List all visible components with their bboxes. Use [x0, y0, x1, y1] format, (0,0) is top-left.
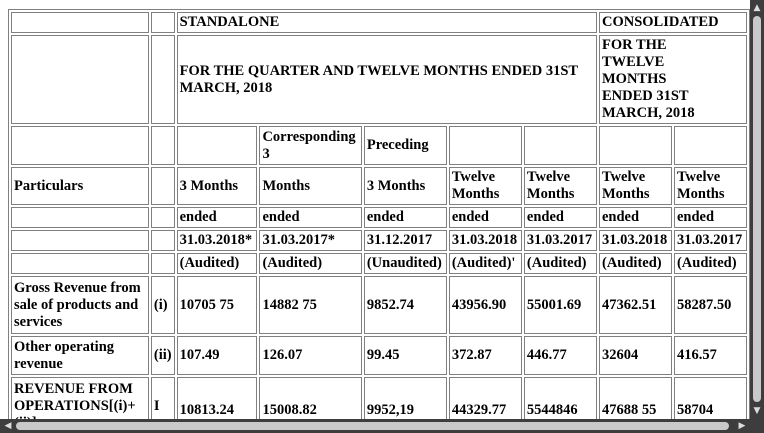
audit-status-cell: (Audited) — [523, 253, 597, 274]
table-cell-empty — [11, 12, 149, 33]
header-cell: Twelve Months — [523, 167, 597, 205]
date-cell: 31.03.2018 — [448, 230, 522, 251]
table-cell-empty — [150, 35, 175, 124]
value-cell: 99.45 — [363, 336, 447, 375]
header-cell — [176, 126, 258, 165]
particulars-header: Particulars — [11, 167, 149, 205]
value-cell: 9852.74 — [363, 276, 447, 334]
date-cell: 31.12.2017 — [363, 230, 447, 251]
table-row: Other operating revenue (ii) 107.49 126.… — [11, 336, 747, 375]
row-label: REVENUE FROM OPERATIONS[(i)+(ii)] — [11, 377, 149, 419]
scroll-down-arrow-icon[interactable]: ▼ — [753, 406, 761, 416]
consolidated-period-text: FOR THE TWELVE MONTHS ENDED 31ST MARCH, … — [601, 37, 695, 121]
header-cell: ended — [523, 207, 597, 228]
consolidated-period-header: FOR THE TWELVE MONTHS ENDED 31ST MARCH, … — [598, 35, 747, 124]
header-cell: Twelve Months — [448, 167, 522, 205]
header-cell: ended — [259, 207, 362, 228]
header-cell: ended — [598, 207, 672, 228]
document-viewport: STANDALONE CONSOLIDATED FOR THE QUARTER … — [8, 9, 750, 419]
row-label: Gross Revenue from sale of products and … — [11, 276, 149, 334]
header-cell — [598, 126, 672, 165]
header-cell: Corresponding 3 — [259, 126, 362, 165]
scroll-up-arrow-icon[interactable]: ▲ — [753, 3, 761, 13]
row-number: (i) — [150, 276, 175, 334]
value-cell: 47688 55 — [598, 377, 672, 419]
table-cell-empty — [150, 230, 175, 251]
financial-results-table: STANDALONE CONSOLIDATED FOR THE QUARTER … — [8, 9, 750, 419]
standalone-period-header: FOR THE QUARTER AND TWELVE MONTHS ENDED … — [176, 35, 597, 124]
vertical-scroll-thumb[interactable] — [753, 16, 761, 402]
header-cell — [673, 126, 747, 165]
value-cell: 107.49 — [176, 336, 258, 375]
table-cell-empty — [150, 12, 175, 33]
table-cell-empty — [11, 253, 149, 274]
row-number: (ii) — [150, 336, 175, 375]
date-cell: 31.03.2017 — [523, 230, 597, 251]
value-cell: 372.87 — [448, 336, 522, 375]
audit-status-cell: (Audited) — [673, 253, 747, 274]
value-cell: 43956.90 — [448, 276, 522, 334]
value-cell: 14882 75 — [259, 276, 362, 334]
header-cell — [523, 126, 597, 165]
header-cell: ended — [673, 207, 747, 228]
audit-status-cell: (Audited) — [176, 253, 258, 274]
table-cell-empty — [11, 230, 149, 251]
table-cell-empty — [150, 253, 175, 274]
row-label: Other operating revenue — [11, 336, 149, 375]
value-cell: 416.57 — [673, 336, 747, 375]
table-cell-empty — [11, 126, 149, 165]
audit-status-cell: (Audited) — [259, 253, 362, 274]
value-cell: 9952,19 — [363, 377, 447, 419]
value-cell: 58287.50 — [673, 276, 747, 334]
value-cell: 55001.69 — [523, 276, 597, 334]
value-cell: 10813.24 — [176, 377, 258, 419]
value-cell: 446.77 — [523, 336, 597, 375]
audit-status-cell: (Audited) — [598, 253, 672, 274]
horizontal-scroll-thumb[interactable] — [16, 422, 729, 430]
header-cell: 3 Months — [363, 167, 447, 205]
horizontal-scrollbar[interactable]: ◀ ▶ — [0, 419, 750, 433]
table-cell-empty — [11, 207, 149, 228]
value-cell: 126.07 — [259, 336, 362, 375]
scroll-left-arrow-icon[interactable]: ◀ — [4, 421, 12, 431]
value-cell: 5544846 — [523, 377, 597, 419]
date-cell: 31.03.2018* — [176, 230, 258, 251]
consolidated-header: CONSOLIDATED — [598, 12, 747, 33]
table-cell-empty — [150, 167, 175, 205]
header-cell: ended — [363, 207, 447, 228]
scroll-right-arrow-icon[interactable]: ▶ — [738, 421, 746, 431]
header-cell: 3 Months — [176, 167, 258, 205]
table-cell-empty — [11, 35, 149, 124]
header-cell: Twelve Months — [673, 167, 747, 205]
scrollbar-corner — [750, 419, 764, 433]
table-row: Gross Revenue from sale of products and … — [11, 276, 747, 334]
date-cell: 31.03.2017* — [259, 230, 362, 251]
value-cell: 10705 75 — [176, 276, 258, 334]
standalone-header: STANDALONE — [176, 12, 597, 33]
standalone-period-text: FOR THE QUARTER AND TWELVE MONTHS ENDED … — [179, 62, 578, 96]
header-cell: Months — [259, 167, 362, 205]
value-cell: 44329.77 — [448, 377, 522, 419]
value-cell: 32604 — [598, 336, 672, 375]
audit-status-cell: (Unaudited) — [363, 253, 447, 274]
value-cell: 58704 — [673, 377, 747, 419]
vertical-scrollbar[interactable]: ▲ ▼ — [750, 0, 764, 419]
date-cell: 31.03.2018 — [598, 230, 672, 251]
table-row: REVENUE FROM OPERATIONS[(i)+(ii)] I 1081… — [11, 377, 747, 419]
row-number: I — [150, 377, 175, 419]
header-cell — [448, 126, 522, 165]
header-cell: Twelve Months — [598, 167, 672, 205]
date-cell: 31.03.2017 — [673, 230, 747, 251]
table-cell-empty — [150, 207, 175, 228]
header-cell: ended — [448, 207, 522, 228]
header-cell: ended — [176, 207, 258, 228]
value-cell: 15008.82 — [259, 377, 362, 419]
header-cell: Preceding — [363, 126, 447, 165]
value-cell: 47362.51 — [598, 276, 672, 334]
table-cell-empty — [150, 126, 175, 165]
audit-status-cell: (Audited)' — [448, 253, 522, 274]
